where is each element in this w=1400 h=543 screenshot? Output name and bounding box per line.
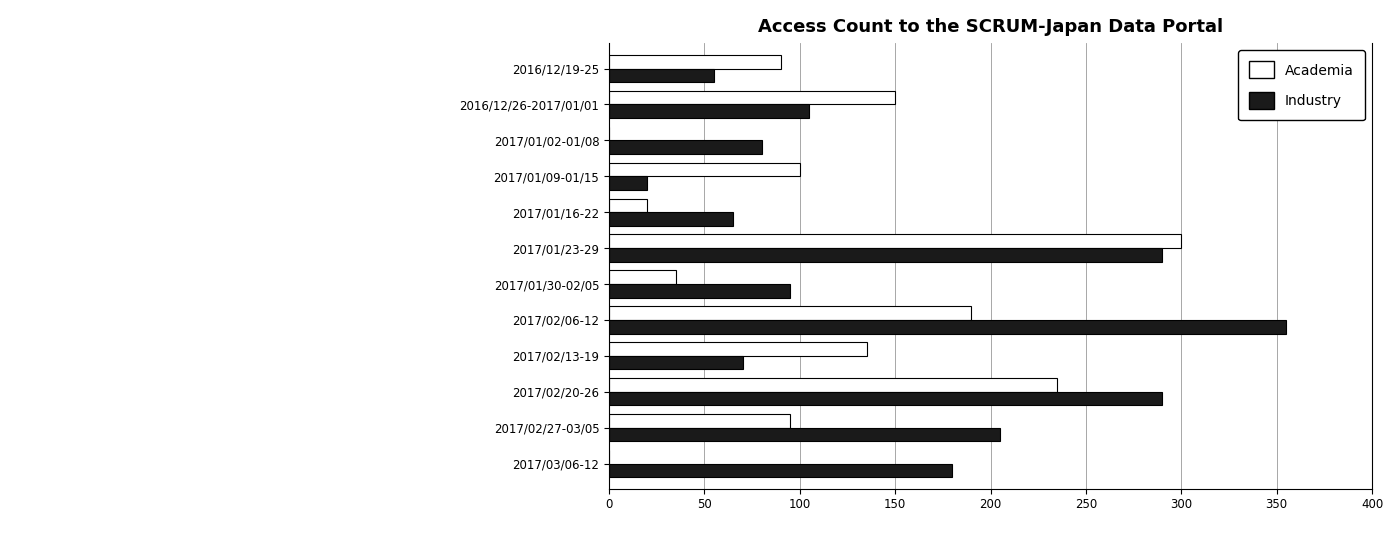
Bar (609, 392, 1162, 406)
Bar (609, 342, 867, 356)
Bar (609, 199, 647, 212)
Bar (609, 91, 895, 104)
Bar (609, 104, 809, 118)
Legend: Academia, Industry: Academia, Industry (1238, 50, 1365, 121)
Bar (609, 306, 972, 320)
Bar (609, 378, 1057, 392)
Bar (609, 212, 734, 226)
Bar (609, 270, 676, 284)
Bar (609, 428, 1000, 441)
Bar (609, 248, 1162, 262)
Bar (609, 235, 1182, 248)
Bar (609, 356, 742, 369)
Bar (609, 55, 781, 68)
Bar (609, 68, 714, 82)
Bar (609, 141, 762, 154)
Bar (609, 320, 1287, 333)
Bar (609, 414, 790, 428)
Bar (609, 284, 790, 298)
Bar (609, 176, 647, 190)
Bar (609, 163, 799, 176)
Title: Access Count to the SCRUM-Japan Data Portal: Access Count to the SCRUM-Japan Data Por… (757, 18, 1224, 36)
Bar (609, 464, 952, 477)
